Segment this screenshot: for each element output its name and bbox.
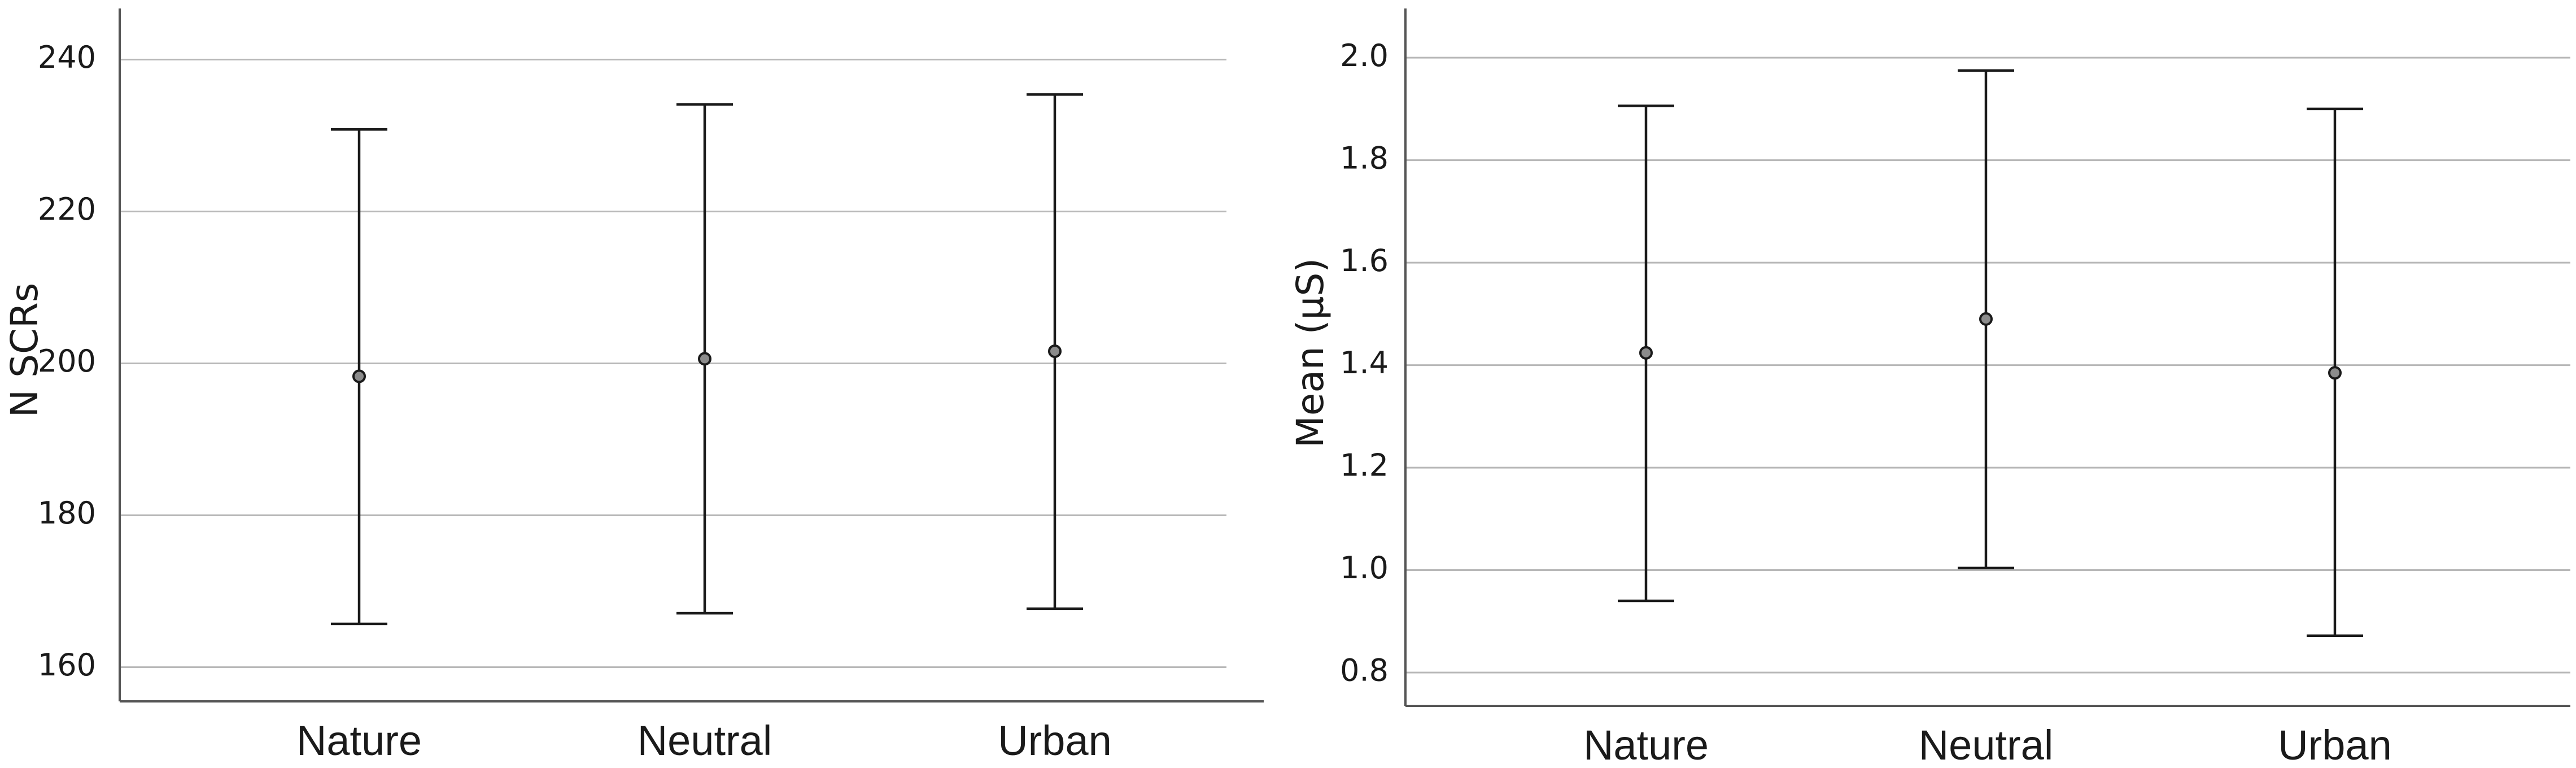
mean-point	[698, 352, 711, 366]
mean-point	[352, 369, 366, 383]
y-tick-label: 180	[38, 495, 96, 531]
y-tick-label: 1.2	[1340, 448, 1389, 483]
x-tick-label: Neutral	[1919, 722, 2054, 768]
y-tick-label: 1.6	[1340, 243, 1389, 278]
mean-point	[1979, 312, 1993, 326]
y-tick-label: 1.4	[1340, 345, 1389, 381]
x-tick-label: Nature	[296, 717, 422, 764]
x-tick-label: Urban	[998, 717, 1112, 764]
y-tick-label: 2.0	[1340, 38, 1389, 73]
y-tick-label: 220	[38, 191, 96, 227]
chart-mean-us: 0.8 1.0 1.2 1.4 1.6 1.8 2.0 Mean (µS) Nature Neut…	[1289, 8, 2570, 768]
x-tick-label: Neutral	[638, 717, 772, 764]
y-tick-label: 1.8	[1340, 140, 1389, 176]
mean-point	[1639, 346, 1653, 360]
y-tick-label: 1.0	[1340, 550, 1389, 586]
y-tick-label: 0.8	[1340, 653, 1389, 688]
mean-point	[2328, 366, 2342, 380]
mean-point	[1048, 344, 1062, 358]
y-axis-label: N SCRs	[3, 283, 46, 418]
y-tick-label: 200	[38, 343, 96, 379]
y-tick-label: 160	[38, 647, 96, 683]
x-tick-label: Nature	[1583, 722, 1709, 768]
y-tick-label: 240	[38, 40, 96, 75]
x-tick-label: Urban	[2278, 722, 2392, 768]
chart-n-scrs: 160 180 200 220 240 N SCRs Nature Neutral Urban	[3, 8, 1264, 764]
y-axis-label: Mean (µS)	[1289, 258, 1332, 448]
